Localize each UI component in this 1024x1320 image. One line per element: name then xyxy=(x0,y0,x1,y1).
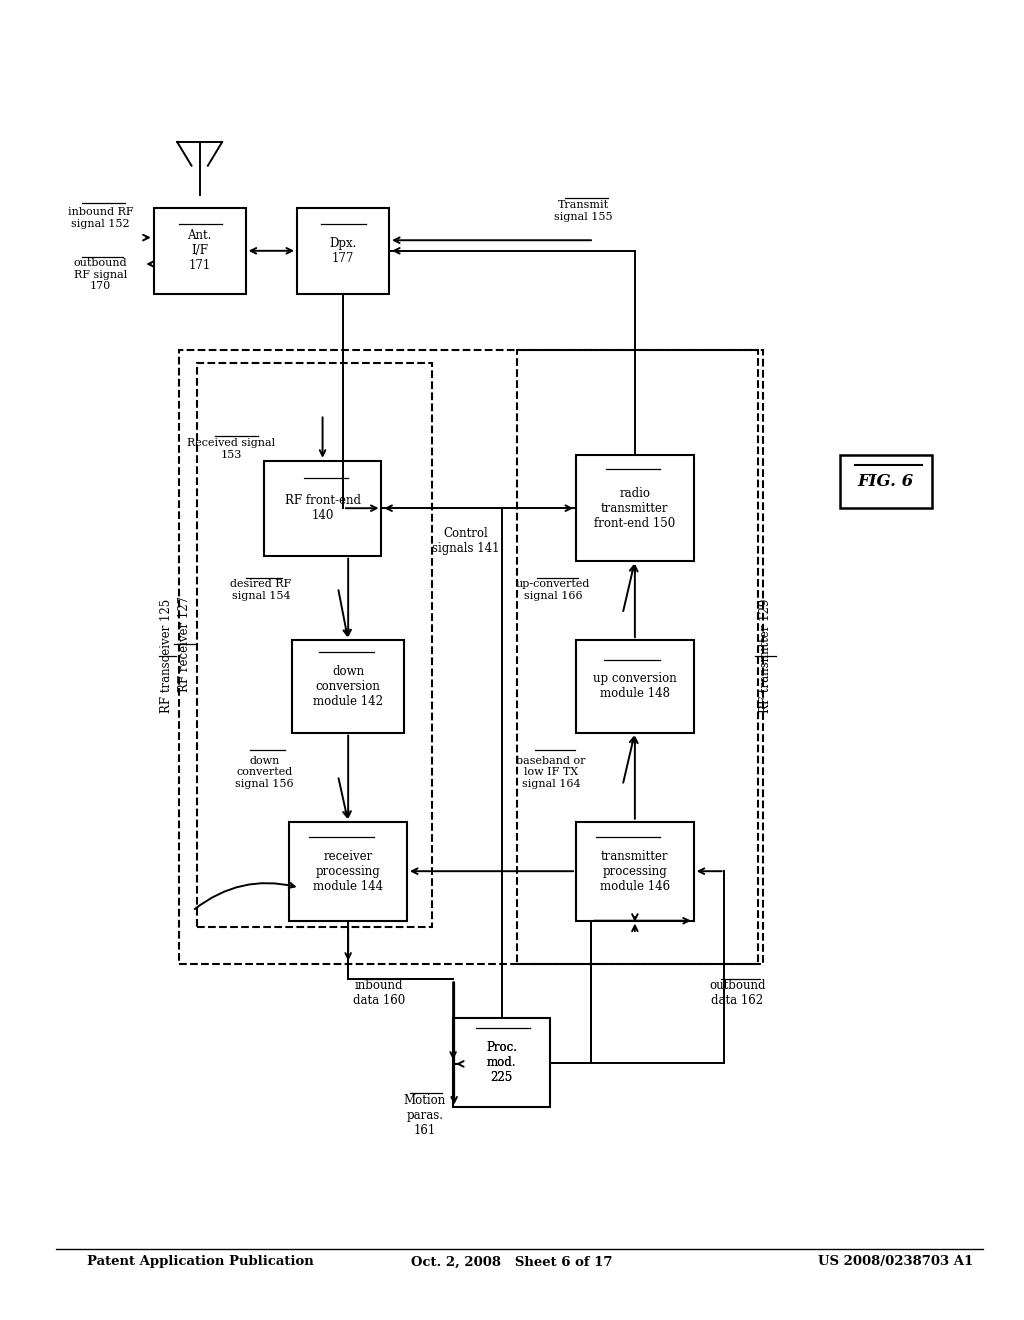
Bar xyxy=(197,363,432,927)
Text: Control
signals 141: Control signals 141 xyxy=(432,527,500,556)
Text: radio
transmitter
front-end 150: radio transmitter front-end 150 xyxy=(594,487,676,529)
Text: receiver
processing
module 144: receiver processing module 144 xyxy=(313,850,383,892)
Text: RF receiver 127: RF receiver 127 xyxy=(178,597,190,692)
Text: Proc.
mod.
225: Proc. mod. 225 xyxy=(486,1041,517,1084)
Text: FIG. 6: FIG. 6 xyxy=(858,474,913,490)
Bar xyxy=(575,821,694,921)
Text: US 2008/0238703 A1: US 2008/0238703 A1 xyxy=(817,1255,973,1269)
Bar xyxy=(292,640,404,733)
Text: down
conversion
module 142: down conversion module 142 xyxy=(313,665,383,708)
Text: Received signal
153: Received signal 153 xyxy=(187,438,275,459)
Text: RF transmitter 129: RF transmitter 129 xyxy=(760,599,772,713)
Bar xyxy=(453,1018,551,1107)
Text: Oct. 2, 2008   Sheet 6 of 17: Oct. 2, 2008 Sheet 6 of 17 xyxy=(412,1255,612,1269)
Text: Motion
paras.
161: Motion paras. 161 xyxy=(403,1094,446,1137)
Text: transmitter
processing
module 146: transmitter processing module 146 xyxy=(600,850,670,892)
Text: desired RF
signal 154: desired RF signal 154 xyxy=(230,579,292,601)
Text: Ant.
I/F
171: Ant. I/F 171 xyxy=(187,230,212,272)
Bar xyxy=(575,455,694,561)
Bar xyxy=(264,461,381,556)
Text: inbound RF
signal 152: inbound RF signal 152 xyxy=(68,207,133,228)
Bar xyxy=(154,207,246,293)
Text: RF transceiver 125: RF transceiver 125 xyxy=(161,599,173,713)
Text: outbound
RF signal
170: outbound RF signal 170 xyxy=(74,257,127,292)
Text: Patent Application Publication: Patent Application Publication xyxy=(87,1255,313,1269)
Bar xyxy=(297,207,389,293)
Bar xyxy=(840,455,932,508)
Text: up-converted
signal 166: up-converted signal 166 xyxy=(516,579,590,601)
Text: baseband or
low IF TX
signal 164: baseband or low IF TX signal 164 xyxy=(516,755,586,789)
Text: up conversion
module 148: up conversion module 148 xyxy=(593,672,677,701)
Text: Proc.
mod.
225: Proc. mod. 225 xyxy=(486,1041,517,1084)
Bar xyxy=(179,350,763,964)
Text: Dpx.
177: Dpx. 177 xyxy=(330,236,356,265)
Bar xyxy=(575,640,694,733)
Bar xyxy=(517,350,758,964)
Text: outbound
data 162: outbound data 162 xyxy=(709,978,766,1007)
Text: Transmit
signal 155: Transmit signal 155 xyxy=(554,201,613,222)
Text: down
converted
signal 156: down converted signal 156 xyxy=(234,755,294,789)
Text: RF front-end
140: RF front-end 140 xyxy=(285,494,360,523)
Bar xyxy=(290,821,408,921)
Text: inbound
data 160: inbound data 160 xyxy=(352,978,406,1007)
